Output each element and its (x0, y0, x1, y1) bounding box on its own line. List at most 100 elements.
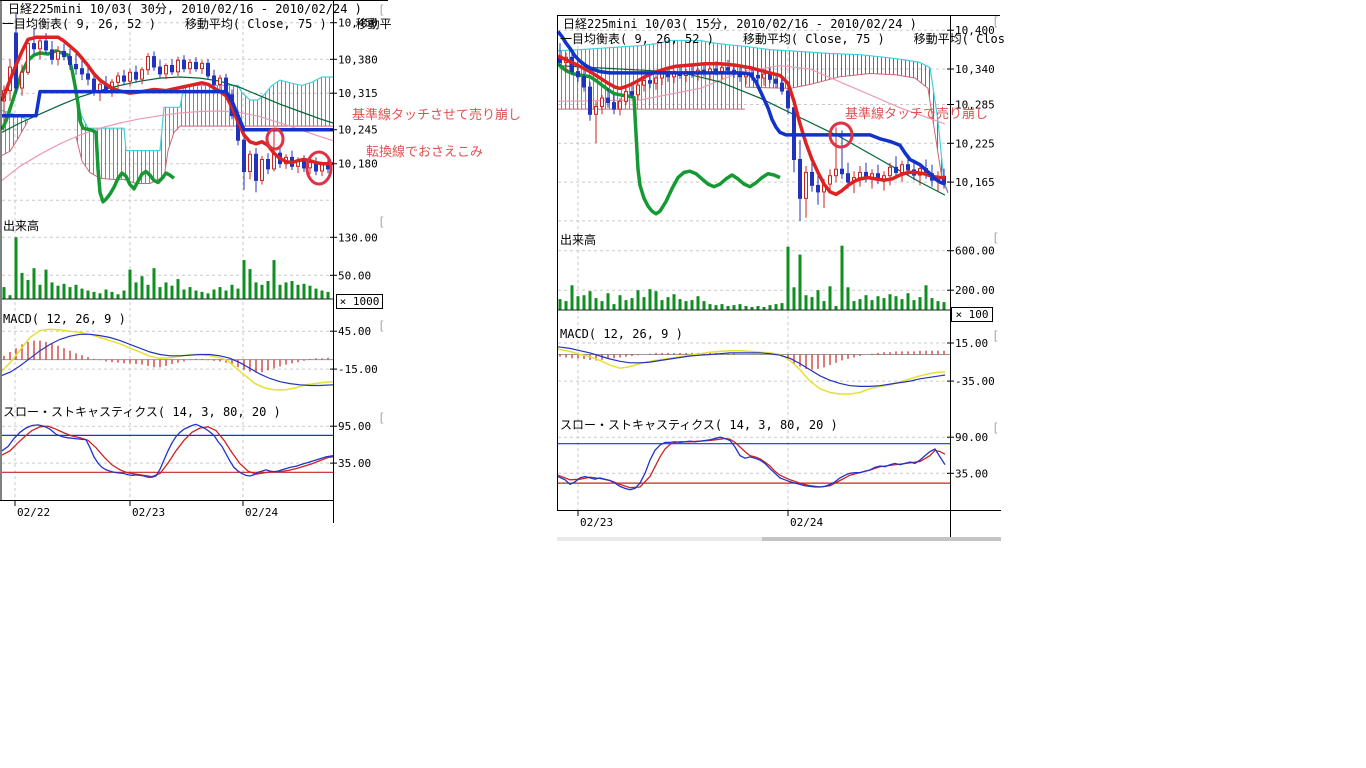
axis-tick-label: 10,315 (338, 87, 378, 100)
annotation-circle (828, 121, 854, 149)
candle (900, 164, 904, 173)
candle (804, 171, 808, 199)
pane-bracket-icon: [ (378, 3, 385, 17)
volume-bar (44, 269, 48, 299)
candle (654, 77, 658, 84)
candle (50, 49, 54, 60)
volume-bar (942, 302, 946, 310)
volume-bar (140, 276, 144, 299)
volume-bar (62, 283, 66, 299)
ichimoku-cloud (2, 110, 28, 156)
senkou-span-b (75, 125, 333, 184)
candle (176, 59, 180, 73)
annotation-text: 基準線タッチで売り崩し (845, 107, 989, 122)
pane-bracket-icon: [ (992, 421, 999, 435)
moving-average-fast (557, 65, 946, 125)
volume-bar (86, 290, 90, 299)
volume-bar (840, 245, 844, 310)
axis-tick-label: 130.00 (338, 231, 378, 244)
volume-bar (164, 282, 168, 299)
volume-bar (308, 285, 312, 299)
axis-tick-label: 35.00 (338, 457, 371, 470)
volume-bar (606, 293, 610, 310)
volume-bar (158, 287, 162, 299)
volume-bar (588, 291, 592, 310)
candle (636, 84, 640, 96)
stoch-k-line (1, 423, 334, 478)
candle (26, 43, 30, 73)
candle (756, 74, 760, 79)
volume-bar (672, 294, 676, 310)
macd-label: MACD( 12, 26, 9 ) (3, 312, 126, 326)
candle (660, 73, 664, 79)
ichimoku-cloud (745, 46, 948, 194)
volume-bar (870, 300, 874, 310)
candle (786, 90, 790, 109)
volume-bar (900, 299, 904, 310)
candle (906, 164, 910, 171)
volume-bar (558, 299, 562, 310)
volume-bar (98, 293, 102, 299)
chart-panel-15min[interactable]: 10,400 10,340 10,285 10,225 10,165 600.00 200.… (556, 15, 1001, 541)
volume-bar (894, 296, 898, 310)
candle (894, 166, 898, 174)
volume-bar (876, 296, 880, 310)
axis-tick-label: 200.00 (955, 284, 995, 297)
volume-bar (780, 303, 784, 310)
candle (846, 173, 850, 183)
axis-tick-label: 10,225 (955, 137, 995, 150)
volume-bar (284, 282, 288, 299)
volume-bar (26, 280, 30, 299)
candle (32, 43, 36, 50)
pane-bracket-icon: [ (992, 329, 999, 343)
stoch-k-line (557, 436, 946, 491)
candle (260, 159, 264, 181)
stoch-label: スロー・ストキャスティクス( 14, 3, 80, 20 ) (3, 405, 281, 419)
volume-bar (762, 307, 766, 310)
volume-bar (654, 291, 658, 310)
volume-label: 出来高 (3, 219, 40, 233)
candle (576, 71, 580, 78)
senkou-span-a (75, 76, 333, 152)
h-scrollbar-thumb[interactable] (762, 537, 1001, 541)
candle (762, 73, 766, 79)
candle (158, 66, 162, 75)
candle (128, 71, 132, 82)
volume-bar (38, 284, 42, 299)
candle (242, 139, 246, 172)
candle (816, 184, 820, 193)
macd-label: MACD( 12, 26, 9 ) (560, 327, 683, 341)
volume-bar (254, 282, 258, 299)
candle (594, 106, 598, 115)
indicator-settings: 一目均衡表( 9, 26, 52 ) 移動平均( Close, 75 ) 移動平 (2, 17, 392, 31)
tenkan-line (557, 54, 945, 197)
candle (582, 76, 586, 88)
candle (218, 77, 222, 85)
volume-bar (930, 298, 934, 310)
candle (588, 86, 592, 115)
candle (726, 67, 730, 71)
volume-bar (888, 294, 892, 310)
candle (74, 64, 78, 70)
volume-bar (564, 301, 568, 310)
candle (194, 61, 198, 70)
volume-bar (104, 289, 108, 299)
chart-panel-30min[interactable]: 10,450 10,380 10,315 10,245 10,180 130.00 50.0… (0, 0, 388, 523)
axis-tick-label: 10,165 (955, 176, 995, 189)
volume-bar (224, 290, 228, 299)
macd-signal-line (557, 346, 946, 387)
volume-bar (702, 301, 706, 310)
volume-bar (20, 272, 24, 299)
volume-bar (92, 291, 96, 299)
volume-bar (134, 282, 138, 299)
volume-bar (68, 287, 72, 299)
volume-bar (858, 299, 862, 310)
volume-bar (696, 296, 700, 310)
pane-bracket-icon: [ (992, 231, 999, 245)
candle (134, 71, 138, 80)
volume-bar (212, 289, 216, 299)
x-axis-date: 02/22 (17, 506, 50, 519)
volume-bar (690, 300, 694, 310)
tenkan-line (0, 35, 333, 166)
